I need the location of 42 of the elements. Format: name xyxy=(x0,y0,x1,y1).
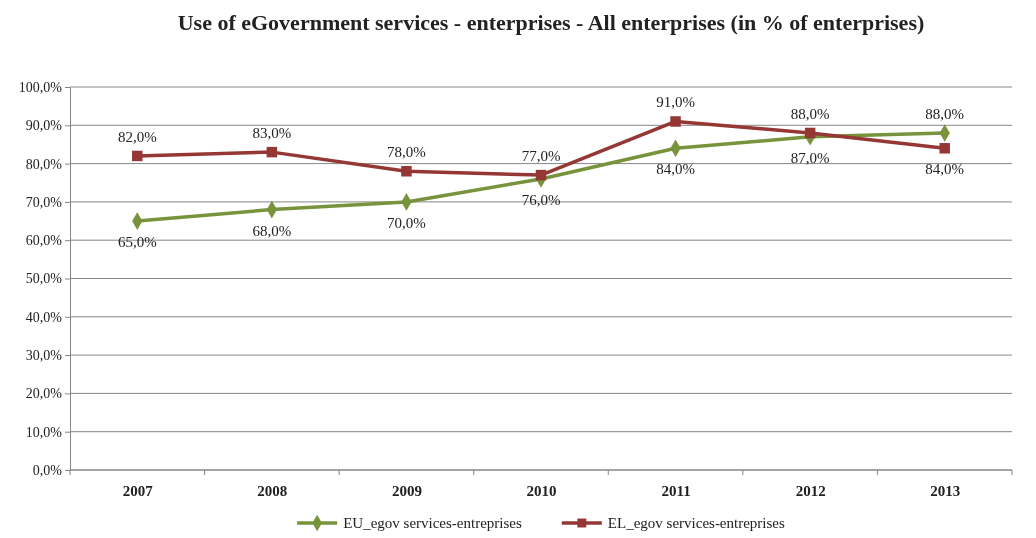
y-tick-label: 50,0% xyxy=(25,271,63,287)
point xyxy=(266,146,278,158)
y-tick-label: 40,0% xyxy=(25,309,63,325)
y-tick-label: 60,0% xyxy=(25,233,63,249)
data-label: 83,0% xyxy=(252,125,292,142)
legend-label: EL_egov services-entreprises xyxy=(607,515,786,531)
y-tick-label: 70,0% xyxy=(25,194,63,210)
data-label: 65,0% xyxy=(117,234,157,251)
point xyxy=(132,150,143,162)
y-tick-label: 0,0% xyxy=(32,462,63,478)
point xyxy=(939,143,950,154)
x-tick-label: 2012 xyxy=(795,482,826,499)
data-label: 76,0% xyxy=(521,191,561,208)
data-label: 84,0% xyxy=(925,161,965,178)
data-label: 77,0% xyxy=(521,148,561,165)
data-label: 91,0% xyxy=(656,94,695,111)
x-tick-label: 2007 xyxy=(122,482,154,499)
y-tick-label: 10,0% xyxy=(25,424,63,440)
data-label: 84,0% xyxy=(656,161,695,178)
data-label: 68,0% xyxy=(252,222,292,239)
data-label: 88,0% xyxy=(925,105,965,122)
chart-title: Use of eGovernment services - enterprises - All enterprises (in % of enterprises) xyxy=(177,10,925,35)
x-tick-label: 2011 xyxy=(661,482,691,499)
y-tick-label: 100,0% xyxy=(18,79,63,95)
x-tick-label: 2010 xyxy=(526,482,557,499)
y-tick-label: 20,0% xyxy=(25,386,63,402)
data-label: 82,0% xyxy=(117,128,157,145)
data-label: 88,0% xyxy=(790,105,830,122)
data-label: 70,0% xyxy=(387,214,426,231)
point xyxy=(804,127,816,139)
y-tick-label: 80,0% xyxy=(25,156,63,172)
data-label: 78,0% xyxy=(387,144,426,161)
y-tick-label: 90,0% xyxy=(25,118,63,134)
x-tick-label: 2013 xyxy=(930,482,961,499)
point xyxy=(670,116,681,127)
y-tick-label: 30,0% xyxy=(25,348,63,364)
x-tick-label: 2008 xyxy=(257,482,288,499)
point xyxy=(535,169,547,181)
data-label: 87,0% xyxy=(790,149,830,166)
point xyxy=(401,166,412,177)
x-tick-label: 2009 xyxy=(391,482,422,499)
legend-label: EU_egov services-entreprises xyxy=(343,515,522,531)
